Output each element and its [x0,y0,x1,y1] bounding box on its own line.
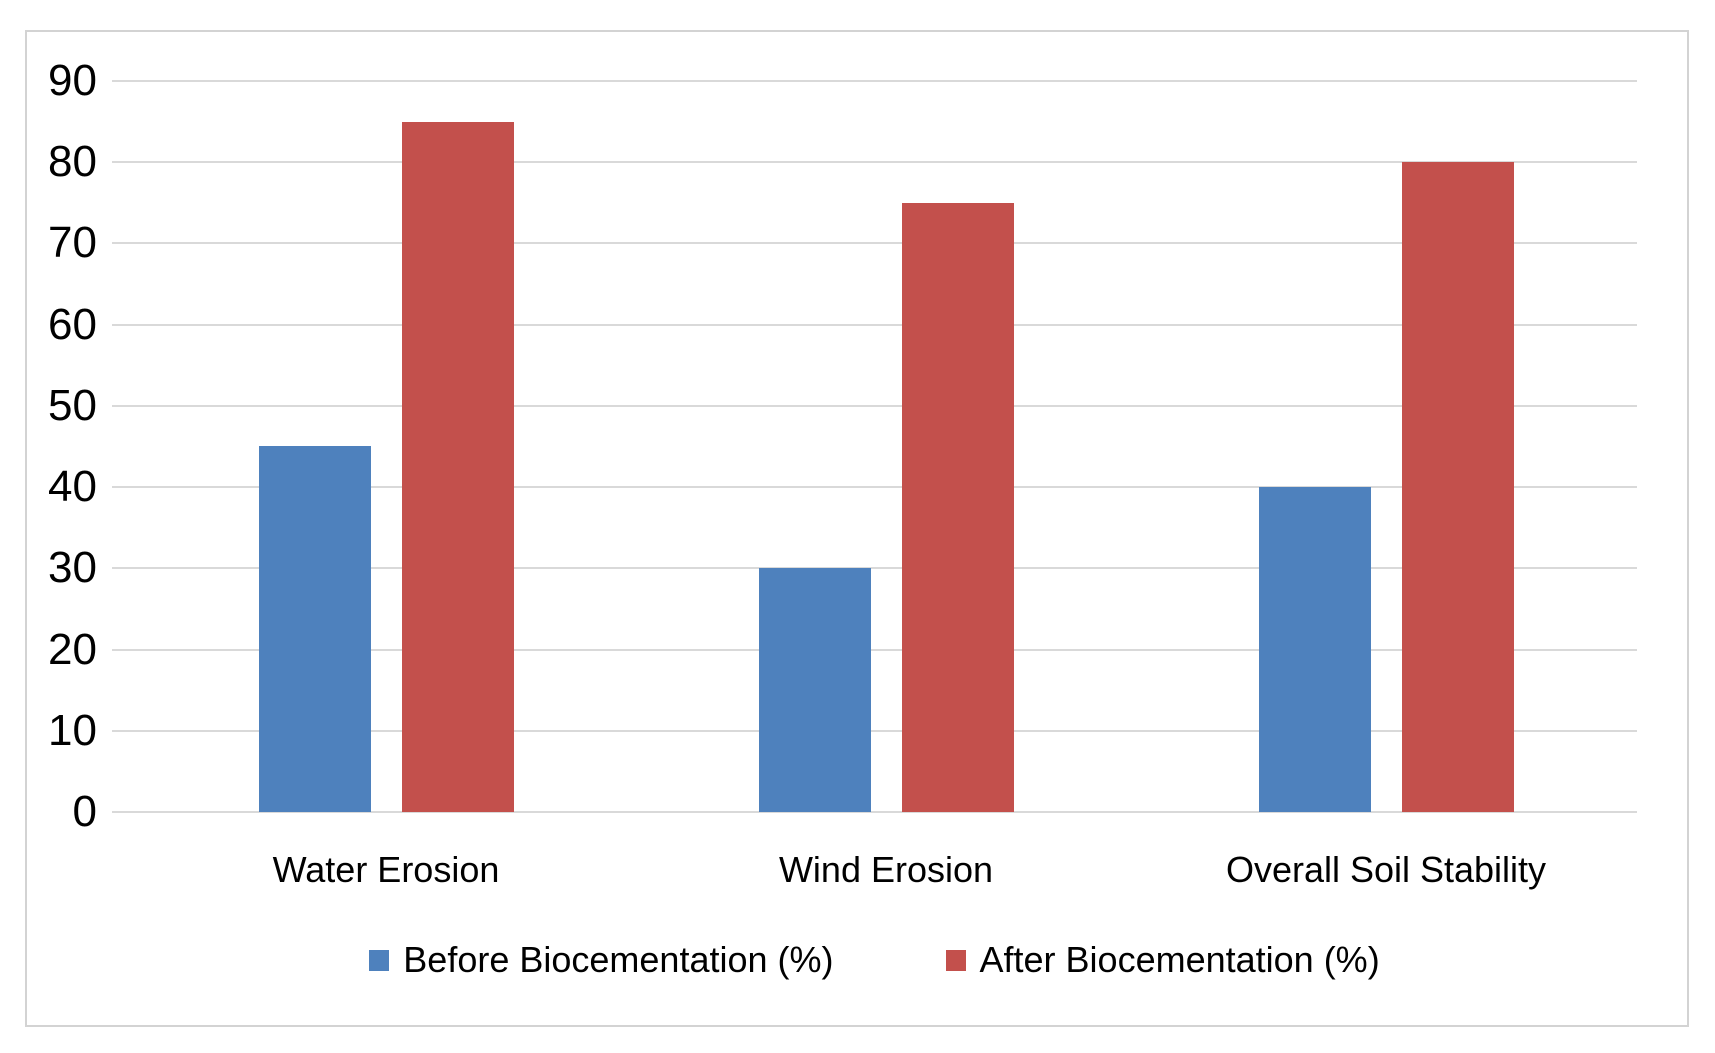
gridline [112,161,1637,163]
gridline [112,486,1637,488]
chart-legend: Before Biocementation (%) After Biocement… [112,938,1637,982]
legend-label: Before Biocementation (%) [403,939,834,980]
gridline [112,730,1637,732]
bar [1402,162,1514,812]
y-axis-tick-label: 40 [48,462,97,511]
y-axis-tick-label: 60 [48,300,97,349]
bar [402,122,514,812]
gridline [112,80,1637,82]
gridline [112,567,1637,569]
y-axis-tick-label: 90 [48,56,97,105]
gridline [112,324,1637,326]
gridline [112,242,1637,244]
bar [1259,487,1371,812]
x-axis-line [112,811,1637,813]
legend-swatch-icon [369,949,390,971]
y-axis-tick-label: 50 [48,381,97,430]
x-axis-category-label: Water Erosion [272,849,500,890]
y-axis-tick-label: 70 [48,218,97,267]
y-axis-tick-label: 20 [48,625,97,674]
bar [902,203,1014,812]
y-axis-tick-label: 10 [48,706,97,755]
legend-swatch-icon [945,949,966,971]
x-axis-category-label: Wind Erosion [778,849,994,890]
y-axis-tick-label: 80 [48,137,97,186]
y-axis-tick-label: 0 [72,787,97,836]
gridline [112,405,1637,407]
x-axis-category-label: Overall Soil Stability [1225,849,1547,890]
y-axis-tick-label: 30 [48,543,97,592]
bar [759,568,871,812]
gridline [112,649,1637,651]
legend-item: Before Biocementation (%) [369,938,834,982]
legend-item: After Biocementation (%) [945,938,1380,982]
legend-label: After Biocementation (%) [979,939,1380,980]
bar [259,446,371,812]
